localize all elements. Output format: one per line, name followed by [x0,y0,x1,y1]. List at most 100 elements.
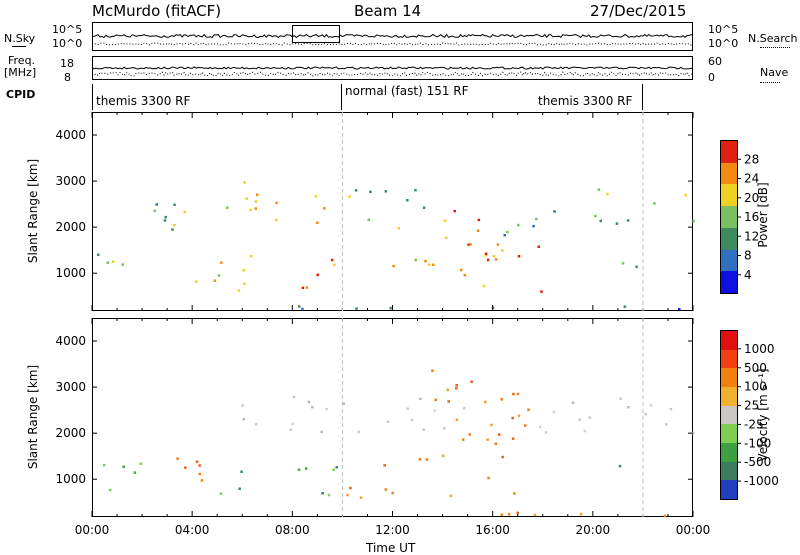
x-tick-label: 12:00 [375,523,410,537]
echo-cell [425,458,429,461]
time-axis-label: Time UT [366,541,416,555]
echo-cell [346,493,349,497]
echo-cell [332,468,335,471]
echo-cell [494,258,498,261]
echo-cell [383,464,386,467]
echo-cell [498,433,501,436]
freq-tick-top: 18 [60,57,74,70]
beam-title: Beam 14 [354,2,422,20]
echo-cell [320,430,323,434]
y-tick-label: 4000 [55,334,86,348]
echo-cell [615,222,619,225]
echo-cell [626,219,630,222]
echo-cell [422,428,425,431]
colorbar-swatch [721,162,737,185]
echo-cell [511,416,514,420]
echo-cell [389,306,392,310]
echo-cell [501,455,504,459]
colorbar-swatch [721,424,737,443]
echo-cell [139,462,142,465]
nsearch-trace [91,42,694,46]
echo-cell [507,512,511,516]
echo-cell [517,223,520,227]
y-tick-label: 4000 [55,128,86,142]
echo-cell [544,431,548,434]
echo-cell [410,418,414,422]
y-tick-label: 1000 [55,266,86,280]
cpid-divider-right [642,84,643,110]
echo-cell [301,286,305,290]
echo-cell [316,273,319,277]
echo-cell [414,258,417,262]
echo-cell [307,400,311,404]
echo-cell [348,195,351,198]
colorbar-tick-label: -100 [744,436,771,450]
cpid-divider-left [92,84,93,110]
echo-cell [500,398,503,401]
echo-cell [242,417,246,421]
colorbar-swatch [721,405,737,425]
echo-cell [171,228,174,231]
echo-cell [461,438,465,441]
echo-cell [441,454,445,458]
echo-cell [513,492,516,495]
x-tick-label: 16:00 [475,523,510,537]
echo-cell [419,397,422,401]
colorbar-swatch [721,271,737,293]
echo-cell [427,263,431,266]
echo-cell [335,466,338,469]
echo-cell [342,402,346,405]
nave-tick-bottom: 0 [708,71,715,84]
echo-cell [106,261,109,264]
colorbar-tick-label: 25 [744,399,759,413]
echo-cell [588,416,591,419]
cpid-divider-mid [341,84,342,110]
echo-cell [606,192,609,196]
echo-cell [476,229,480,232]
echo-cell [468,433,471,436]
echo-cell [540,290,543,293]
colorbar-swatch [721,368,737,387]
echo-cell [155,203,158,206]
echo-cell [183,210,186,214]
nsky-highlight-box [292,25,340,43]
echo-cell [692,219,695,223]
nave-tick-top: 60 [708,55,722,68]
echo-cell [463,274,467,277]
x-tick-label: 20:00 [576,523,611,537]
echo-cell [460,268,463,272]
echo-cell [532,224,535,228]
echo-cell [97,253,100,256]
colorbar-swatch [721,141,737,163]
echo-cell [418,458,422,461]
y-tick-label: 1000 [55,472,86,486]
echo-cell [254,422,258,426]
echo-cell [291,422,294,426]
nave-label: Nave [760,66,789,79]
echo-cell [484,252,488,255]
echo-cell [492,255,496,258]
echo-cell [453,209,456,213]
echo-cell [487,476,490,480]
echo-cell [213,279,217,282]
echo-cell [552,410,556,414]
x-tick-label: 08:00 [275,523,310,537]
echo-cell [422,206,426,209]
cpid-segment-3: themis 3300 RF [538,94,633,108]
velocity-colorbar [720,330,738,500]
echo-cell [391,491,394,495]
nsky-tick-top: 10^5 [52,23,83,36]
nsearch-legend-line [760,47,790,48]
echo-cell [256,193,259,196]
date-title: 27/Dec/2015 [590,2,687,20]
echo-cell [250,254,253,258]
echo-cell [217,274,221,277]
echo-cell [198,472,201,476]
echo-cell [349,486,352,490]
colorbar-tick-label: 12 [744,229,759,243]
nave-trace [91,71,694,77]
x-tick-label: 00:00 [676,523,711,537]
echo-cell [449,494,453,498]
echo-cell [653,202,656,205]
